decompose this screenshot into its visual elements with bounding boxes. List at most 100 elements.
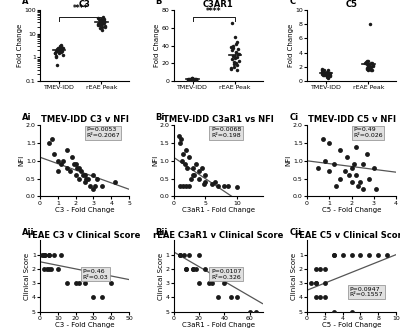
Text: B: B xyxy=(156,0,162,6)
Point xyxy=(189,266,196,272)
Point xyxy=(221,183,228,188)
Point xyxy=(74,165,80,171)
Point xyxy=(212,180,218,185)
Point xyxy=(375,252,382,257)
X-axis label: C3 - Fold Change: C3 - Fold Change xyxy=(55,322,114,328)
Point xyxy=(229,56,235,62)
Text: P=0.49
R²=0.026: P=0.49 R²=0.026 xyxy=(353,127,383,138)
Point xyxy=(373,187,379,192)
Point xyxy=(64,280,70,286)
Point xyxy=(191,76,198,82)
Point xyxy=(230,46,236,51)
Point xyxy=(101,18,107,23)
Y-axis label: NFI: NFI xyxy=(18,155,24,166)
Point xyxy=(360,187,366,192)
Point xyxy=(322,266,328,272)
Point xyxy=(187,77,193,82)
Text: A: A xyxy=(22,0,29,6)
Point xyxy=(320,69,326,74)
Text: Bii: Bii xyxy=(156,228,168,237)
Point xyxy=(235,47,241,52)
Point xyxy=(180,252,187,257)
Point xyxy=(58,49,65,54)
Point xyxy=(330,252,337,257)
X-axis label: C3aR1 - Fold Change: C3aR1 - Fold Change xyxy=(182,207,254,213)
Point xyxy=(353,172,359,178)
Point xyxy=(46,252,52,257)
Point xyxy=(188,176,194,181)
Point xyxy=(361,61,368,66)
Point xyxy=(96,22,103,28)
Point xyxy=(186,76,192,82)
Point xyxy=(364,63,371,68)
Point xyxy=(85,176,91,181)
Point xyxy=(183,266,190,272)
Text: Ai: Ai xyxy=(22,113,32,122)
Point xyxy=(94,22,101,27)
Point xyxy=(367,63,373,68)
Point xyxy=(192,78,199,83)
Point xyxy=(57,43,64,48)
Point xyxy=(96,17,103,23)
Point xyxy=(175,133,182,139)
Point xyxy=(346,172,352,178)
Point xyxy=(236,51,242,56)
Point xyxy=(348,180,355,185)
Point xyxy=(90,187,97,192)
Point xyxy=(320,73,326,78)
Point xyxy=(233,41,239,47)
Point xyxy=(99,14,106,20)
Point xyxy=(368,61,374,66)
Point xyxy=(208,181,215,187)
Point xyxy=(102,24,108,30)
Point xyxy=(53,48,59,54)
Point xyxy=(196,280,202,286)
Point xyxy=(367,64,373,70)
Point xyxy=(49,137,56,142)
Title: rEAE C3aR1 v Clinical Score: rEAE C3aR1 v Clinical Score xyxy=(153,231,283,240)
Point xyxy=(327,73,333,79)
Point xyxy=(186,183,192,188)
Point xyxy=(384,252,390,257)
Point xyxy=(98,18,105,23)
Point xyxy=(321,73,327,78)
Point xyxy=(186,77,193,82)
Y-axis label: Fold Change: Fold Change xyxy=(154,24,160,67)
Point xyxy=(46,252,52,257)
Point xyxy=(330,252,337,257)
Point xyxy=(350,162,357,167)
Point xyxy=(342,169,348,174)
Point xyxy=(319,137,326,142)
Point xyxy=(101,16,108,22)
Point xyxy=(228,66,234,71)
Point xyxy=(215,295,221,300)
Text: Cii: Cii xyxy=(289,228,301,237)
Point xyxy=(189,76,196,81)
Point xyxy=(230,43,236,48)
Point xyxy=(324,74,330,80)
Point xyxy=(208,280,215,286)
Point xyxy=(364,151,370,156)
Point xyxy=(313,280,319,286)
Text: Aii: Aii xyxy=(22,228,35,237)
Point xyxy=(189,172,196,178)
Point xyxy=(98,20,104,25)
Point xyxy=(228,47,235,53)
Title: rEAE C3 v Clinical Score: rEAE C3 v Clinical Score xyxy=(28,231,141,240)
Point xyxy=(97,25,103,30)
Point xyxy=(40,266,47,272)
Point xyxy=(201,181,207,187)
Point xyxy=(177,252,183,257)
Point xyxy=(333,183,339,188)
Point xyxy=(196,169,202,174)
Point xyxy=(228,45,235,50)
Point xyxy=(71,162,77,167)
Text: Bi: Bi xyxy=(156,113,165,122)
Point xyxy=(56,48,62,53)
Point xyxy=(355,183,361,188)
Point xyxy=(319,71,325,77)
Point xyxy=(94,176,100,181)
Point xyxy=(100,19,107,25)
Point xyxy=(253,309,259,314)
Point xyxy=(99,22,106,27)
